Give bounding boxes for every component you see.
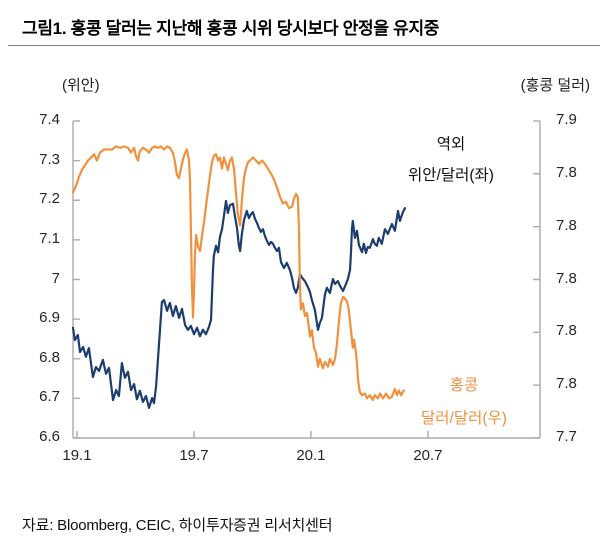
source-note: 자료: Bloomberg, CEIC, 하이투자증권 리서치센터 (22, 517, 333, 534)
left-axis-tick-label: 7 (51, 269, 60, 287)
title-divider (8, 45, 600, 46)
right-axis-tick-label: 7.8 (556, 216, 577, 234)
x-axis-tick-label: 19.1 (62, 447, 92, 464)
right-axis-tick-label: 7.7 (556, 428, 577, 445)
left-axis-tick-label: 6.7 (39, 388, 60, 406)
x-axis-tick-label: 19.7 (179, 447, 209, 464)
cnh-series-line (71, 199, 407, 409)
left-axis-unit-label: (위안) (62, 77, 100, 94)
hkd-series-line (71, 145, 405, 402)
figure-title: 그림1. 홍콩 달러는 지난해 홍콩 시위 당시보다 안정을 유지중 (22, 19, 440, 38)
right-axis-tick-label: 7.9 (556, 111, 577, 128)
left-axis-tick-label: 7.4 (39, 111, 60, 128)
cnh-series-label-line2: 위안/달러(좌) (408, 167, 494, 184)
left-axis-tick-label: 7.1 (39, 229, 60, 247)
right-axis-tick-label: 7.8 (556, 322, 577, 340)
right-axis-tick-label: 7.8 (556, 269, 577, 287)
left-axis-tick-label: 6.6 (39, 428, 60, 445)
cnh-series-label: 역외 위안/달러(좌) (390, 129, 512, 191)
x-axis-tick-label: 20.7 (413, 447, 443, 464)
x-axis-tick-label: 20.1 (296, 447, 326, 464)
left-axis-tick-label: 6.9 (39, 309, 60, 327)
left-axis-tick-label: 7.2 (39, 190, 60, 208)
left-axis-tick-label: 7.3 (39, 150, 60, 168)
cnh-series-label-line1: 역외 (436, 136, 466, 153)
right-axis-tick-label: 7.8 (556, 375, 577, 393)
right-axis-unit-label: (홍콩 덜러) (520, 77, 590, 94)
hkd-series-label-line1: 홍콩 (449, 377, 479, 394)
right-axis-tick-label: 7.8 (556, 163, 577, 181)
left-axis-tick-label: 6.8 (39, 348, 60, 366)
hkd-series-label: 홍콩 달러/달러(우) (402, 369, 526, 435)
hkd-series-label-line2: 달러/달러(우) (421, 410, 507, 427)
